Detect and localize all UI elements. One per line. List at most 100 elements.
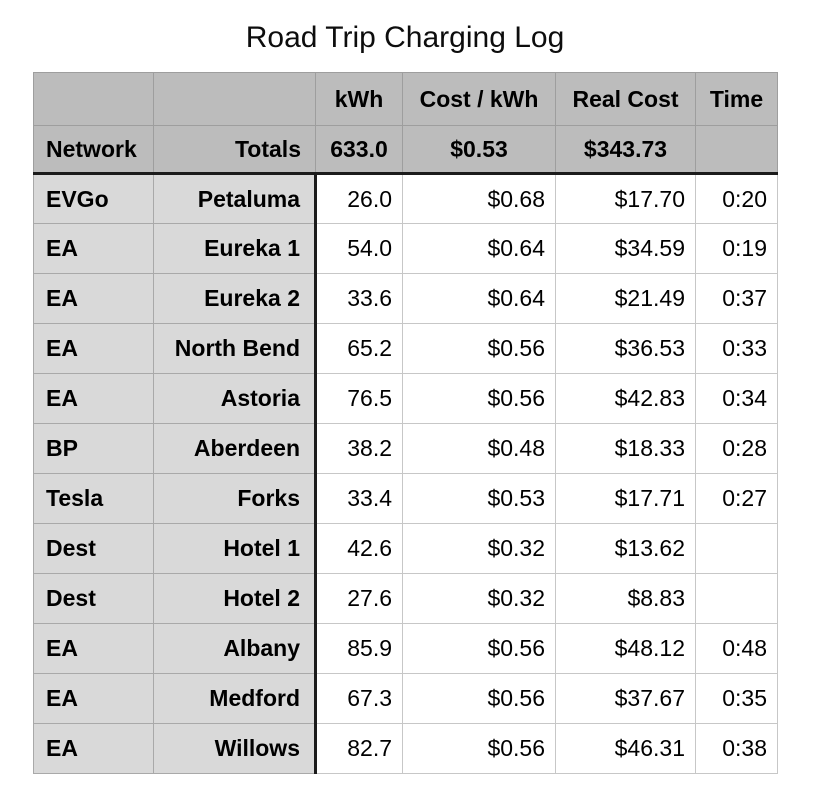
header-cell-kwh: kWh (315, 72, 403, 126)
table-row: BP Aberdeen 38.2 $0.48 $18.33 0:28 (33, 423, 778, 474)
cell-cost-per-kwh: $0.56 (402, 673, 556, 724)
cell-real-cost: $18.33 (555, 423, 696, 474)
table-row: EA Medford 67.3 $0.56 $37.67 0:35 (33, 673, 778, 724)
cell-location: Willows (153, 723, 316, 774)
cell-location: Forks (153, 473, 316, 524)
totals-cell-real-cost: $343.73 (555, 125, 696, 175)
cell-network: Dest (33, 573, 154, 624)
cell-network: EVGo (33, 173, 154, 224)
table-row: EA Willows 82.7 $0.56 $46.31 0:38 (33, 723, 778, 774)
cell-cost-per-kwh: $0.68 (402, 173, 556, 224)
totals-cell-network: Network (33, 125, 154, 175)
cell-kwh: 33.6 (314, 273, 403, 324)
charging-log-table: kWh Cost / kWh Real Cost Time Network To… (33, 72, 778, 774)
cell-time: 0:19 (695, 223, 778, 274)
cell-location: Eureka 2 (153, 273, 316, 324)
cell-kwh: 33.4 (314, 473, 403, 524)
cell-location: Petaluma (153, 173, 316, 224)
header-cell-network (33, 72, 154, 126)
header-cell-cost-per-kwh: Cost / kWh (402, 72, 556, 126)
cell-kwh: 85.9 (314, 623, 403, 674)
cell-time: 0:27 (695, 473, 778, 524)
cell-real-cost: $21.49 (555, 273, 696, 324)
cell-real-cost: $48.12 (555, 623, 696, 674)
cell-cost-per-kwh: $0.56 (402, 723, 556, 774)
cell-location: North Bend (153, 323, 316, 374)
cell-time: 0:48 (695, 623, 778, 674)
cell-real-cost: $34.59 (555, 223, 696, 274)
column-header-row: kWh Cost / kWh Real Cost Time (33, 72, 778, 126)
cell-time: 0:33 (695, 323, 778, 374)
table-row: Dest Hotel 1 42.6 $0.32 $13.62 (33, 523, 778, 574)
table-row: EVGo Petaluma 26.0 $0.68 $17.70 0:20 (33, 173, 778, 224)
cell-kwh: 82.7 (314, 723, 403, 774)
cell-cost-per-kwh: $0.56 (402, 323, 556, 374)
cell-location: Eureka 1 (153, 223, 316, 274)
totals-row: Network Totals 633.0 $0.53 $343.73 (33, 125, 778, 175)
cell-real-cost: $8.83 (555, 573, 696, 624)
header-cell-real-cost: Real Cost (555, 72, 696, 126)
cell-real-cost: $17.71 (555, 473, 696, 524)
cell-cost-per-kwh: $0.48 (402, 423, 556, 474)
table-row: EA Eureka 1 54.0 $0.64 $34.59 0:19 (33, 223, 778, 274)
cell-location: Astoria (153, 373, 316, 424)
cell-real-cost: $17.70 (555, 173, 696, 224)
cell-kwh: 65.2 (314, 323, 403, 374)
cell-time: 0:35 (695, 673, 778, 724)
table-row: Dest Hotel 2 27.6 $0.32 $8.83 (33, 573, 778, 624)
cell-cost-per-kwh: $0.64 (402, 223, 556, 274)
cell-real-cost: $13.62 (555, 523, 696, 574)
totals-cell-label: Totals (153, 125, 316, 175)
cell-cost-per-kwh: $0.56 (402, 373, 556, 424)
cell-kwh: 38.2 (314, 423, 403, 474)
cell-network: EA (33, 223, 154, 274)
cell-time: 0:28 (695, 423, 778, 474)
cell-network: EA (33, 673, 154, 724)
totals-cell-kwh: 633.0 (315, 125, 403, 175)
cell-cost-per-kwh: $0.32 (402, 523, 556, 574)
cell-kwh: 54.0 (314, 223, 403, 274)
cell-location: Hotel 2 (153, 573, 316, 624)
cell-time: 0:38 (695, 723, 778, 774)
table-row: EA Astoria 76.5 $0.56 $42.83 0:34 (33, 373, 778, 424)
cell-real-cost: $46.31 (555, 723, 696, 774)
cell-kwh: 27.6 (314, 573, 403, 624)
cell-time (695, 523, 778, 574)
cell-network: Tesla (33, 473, 154, 524)
table-row: Tesla Forks 33.4 $0.53 $17.71 0:27 (33, 473, 778, 524)
cell-cost-per-kwh: $0.64 (402, 273, 556, 324)
cell-network: EA (33, 273, 154, 324)
totals-cell-cost-per-kwh: $0.53 (402, 125, 556, 175)
cell-time: 0:34 (695, 373, 778, 424)
page-title: Road Trip Charging Log (245, 21, 565, 54)
cell-network: EA (33, 373, 154, 424)
cell-location: Albany (153, 623, 316, 674)
cell-kwh: 67.3 (314, 673, 403, 724)
cell-location: Medford (153, 673, 316, 724)
cell-time: 0:20 (695, 173, 778, 224)
totals-cell-time (695, 125, 778, 175)
cell-cost-per-kwh: $0.53 (402, 473, 556, 524)
table-row: EA Eureka 2 33.6 $0.64 $21.49 0:37 (33, 273, 778, 324)
cell-network: EA (33, 623, 154, 674)
header-cell-location (153, 72, 316, 126)
cell-real-cost: $36.53 (555, 323, 696, 374)
header-cell-time: Time (695, 72, 778, 126)
cell-kwh: 76.5 (314, 373, 403, 424)
cell-cost-per-kwh: $0.32 (402, 573, 556, 624)
cell-location: Hotel 1 (153, 523, 316, 574)
table-row: EA North Bend 65.2 $0.56 $36.53 0:33 (33, 323, 778, 374)
cell-network: BP (33, 423, 154, 474)
cell-network: Dest (33, 523, 154, 574)
cell-time (695, 573, 778, 624)
cell-network: EA (33, 723, 154, 774)
cell-kwh: 26.0 (314, 173, 403, 224)
cell-location: Aberdeen (153, 423, 316, 474)
cell-kwh: 42.6 (314, 523, 403, 574)
cell-real-cost: $42.83 (555, 373, 696, 424)
table-row: EA Albany 85.9 $0.56 $48.12 0:48 (33, 623, 778, 674)
cell-real-cost: $37.67 (555, 673, 696, 724)
cell-network: EA (33, 323, 154, 374)
cell-cost-per-kwh: $0.56 (402, 623, 556, 674)
